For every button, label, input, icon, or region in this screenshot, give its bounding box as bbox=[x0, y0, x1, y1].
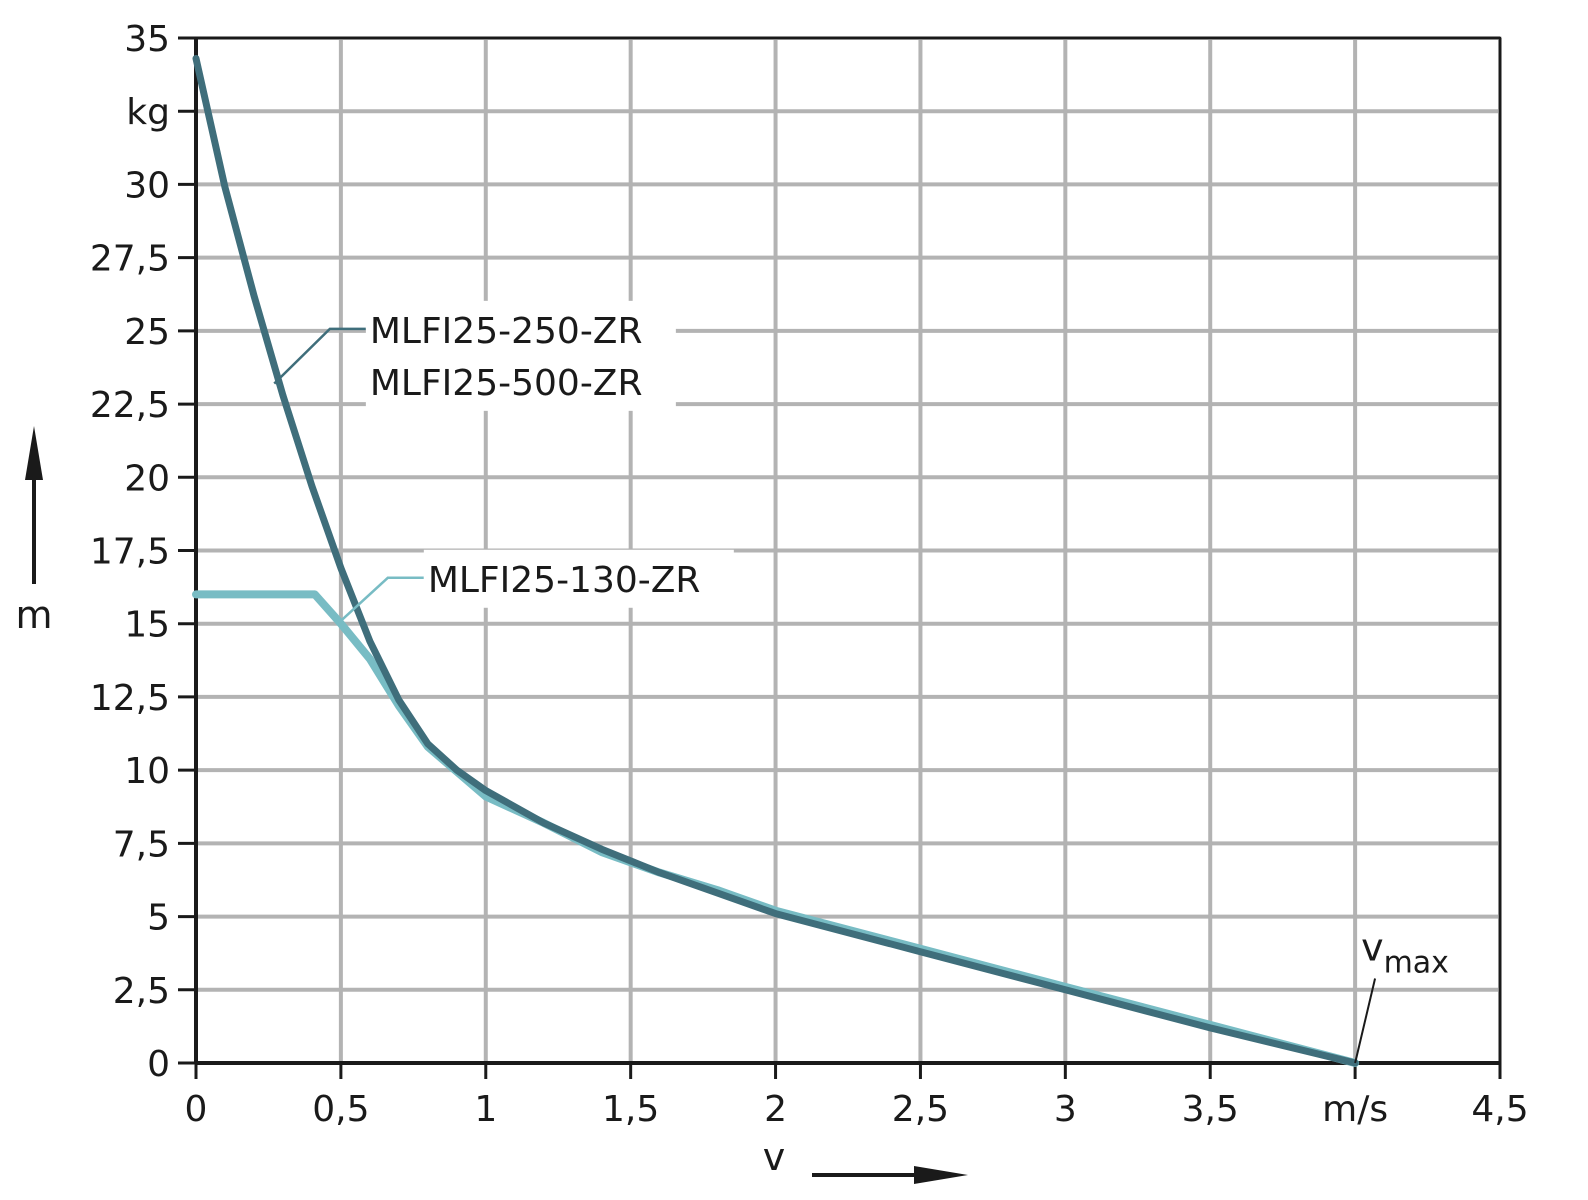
x-tick-label: 4,5 bbox=[1471, 1089, 1528, 1130]
x-tick-labels: 0 0,5 1 1,5 2 2,5 3 3,5 m/s 4,5 bbox=[185, 1089, 1529, 1130]
y-tick-label: 30 bbox=[124, 165, 170, 206]
x-tick-label: 3 bbox=[1054, 1089, 1077, 1130]
label-130-text: MLFI25-130-ZR bbox=[428, 560, 701, 601]
label-130-background bbox=[423, 549, 734, 608]
series-line-1 bbox=[192, 55, 1359, 1067]
y-tick-label: 0 bbox=[147, 1044, 170, 1085]
y-axis-arrow-icon bbox=[25, 426, 43, 480]
x-axis-arrow-icon bbox=[914, 1166, 968, 1184]
y-tick-label: 22,5 bbox=[90, 385, 170, 426]
label-vmax-text: vmax bbox=[1361, 926, 1449, 981]
y-tick-label: 5 bbox=[147, 898, 170, 939]
label-250-500-leader bbox=[273, 327, 366, 385]
axis-titles: mv bbox=[15, 426, 968, 1184]
y-tick-labels: 0 2,5 5 7,5 10 12,5 15 17,5 20 22,5 25 27,5 30 kg 35 bbox=[90, 19, 170, 1085]
label-130-leader bbox=[340, 576, 424, 622]
x-tick-label: 0,5 bbox=[312, 1089, 369, 1130]
x-tick-label: 2,5 bbox=[892, 1089, 949, 1130]
label-250-500-text: MLFI25-500-ZR bbox=[370, 363, 643, 404]
x-tick-label: 1,5 bbox=[602, 1089, 659, 1130]
grid bbox=[194, 36, 1502, 1065]
y-tick-label: 10 bbox=[124, 751, 170, 792]
x-tick-label: 0 bbox=[185, 1089, 208, 1130]
x-axis-title: v bbox=[763, 1135, 786, 1179]
y-axis-title: m bbox=[15, 593, 52, 637]
x-tick-label: 1 bbox=[474, 1089, 497, 1130]
y-tick-label: 20 bbox=[124, 458, 170, 499]
y-tick-label: 17,5 bbox=[90, 532, 170, 573]
y-tick-label: kg bbox=[126, 92, 170, 133]
x-tick-label: m/s bbox=[1322, 1089, 1388, 1130]
y-tick-label: 15 bbox=[124, 605, 170, 646]
y-tick-label: 12,5 bbox=[90, 678, 170, 719]
series-lines bbox=[192, 55, 1360, 1067]
axes bbox=[178, 36, 1502, 1079]
x-tick-label: 3,5 bbox=[1182, 1089, 1239, 1130]
label-vmax-leader bbox=[1354, 978, 1377, 1064]
y-tick-label: 2,5 bbox=[113, 971, 170, 1012]
y-tick-label: 7,5 bbox=[113, 824, 170, 865]
annotations: MLFI25-250-ZR MLFI25-500-ZR MLFI25-130-ZR v… bbox=[273, 300, 1449, 1064]
y-tick-label: 27,5 bbox=[90, 239, 170, 280]
label-250-500-text: MLFI25-250-ZR bbox=[370, 311, 643, 352]
y-tick-label: 25 bbox=[124, 312, 170, 353]
label-250-500-background bbox=[365, 300, 676, 411]
y-tick-label: 35 bbox=[124, 19, 170, 60]
x-tick-label: 2 bbox=[764, 1089, 787, 1130]
